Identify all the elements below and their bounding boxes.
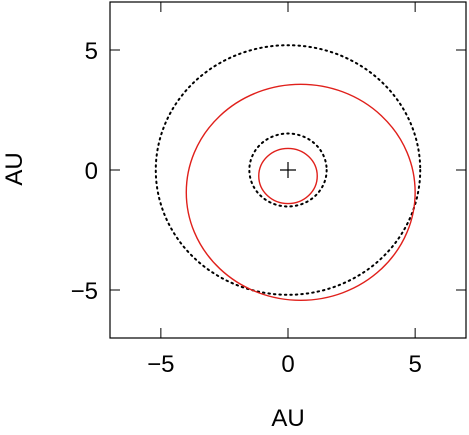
y-tick-label: 0: [85, 158, 98, 185]
orbit: [185, 83, 416, 302]
y-tick-label: −5: [71, 278, 98, 305]
x-tick-label: 0: [281, 351, 294, 378]
y-axis-label: AU: [1, 152, 28, 185]
x-tick-label: 5: [408, 351, 421, 378]
x-tick-label: −5: [147, 351, 174, 378]
orbit: [248, 132, 328, 208]
orbit: [258, 147, 318, 205]
y-tick-label: 5: [85, 38, 98, 65]
center-marker: [280, 162, 296, 178]
x-axis-label: AU: [271, 405, 304, 430]
orbit: [154, 44, 422, 296]
